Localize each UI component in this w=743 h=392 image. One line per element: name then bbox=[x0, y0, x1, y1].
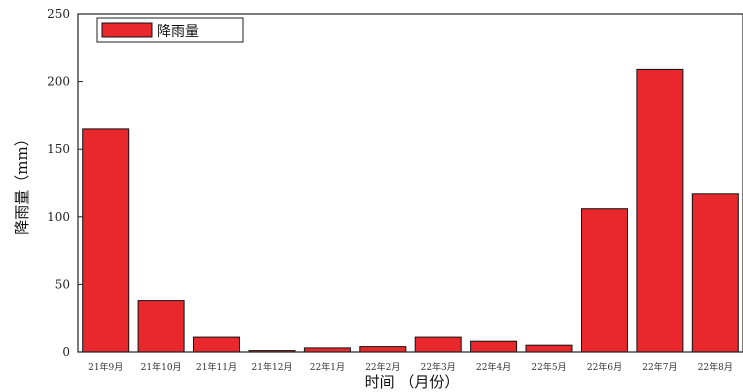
y-tick-label: 150 bbox=[47, 142, 70, 156]
x-tick-label: 22年5月 bbox=[531, 361, 566, 373]
x-tick-label: 22年7月 bbox=[642, 361, 677, 373]
y-tick-label: 0 bbox=[62, 345, 70, 359]
bar bbox=[581, 208, 628, 353]
bar bbox=[82, 128, 130, 353]
x-tick-label: 22年6月 bbox=[587, 361, 622, 373]
legend: 降雨量 bbox=[96, 17, 244, 43]
bar bbox=[137, 300, 185, 353]
plot-frame bbox=[77, 13, 743, 353]
bar bbox=[470, 340, 518, 353]
x-tick-label: 22年2月 bbox=[365, 361, 400, 373]
x-tick-label: 21年11月 bbox=[196, 361, 237, 373]
x-tick-label: 22年3月 bbox=[421, 361, 456, 373]
bar bbox=[691, 193, 739, 353]
y-tick-label: 100 bbox=[47, 210, 70, 224]
bar bbox=[193, 336, 240, 353]
x-tick-label: 22年4月 bbox=[476, 361, 511, 373]
x-axis-title: 时间 （月份） bbox=[365, 373, 460, 391]
legend-swatch bbox=[101, 22, 153, 38]
legend-label: 降雨量 bbox=[157, 24, 199, 40]
x-tick-label: 21年10月 bbox=[141, 361, 182, 373]
x-tick-label: 21年12月 bbox=[252, 361, 293, 373]
x-tick-label: 21年9月 bbox=[88, 361, 123, 373]
y-axis-title: 降雨量（mm） bbox=[13, 131, 31, 234]
bar bbox=[636, 68, 684, 353]
y-tick-label: 50 bbox=[55, 277, 70, 291]
bar bbox=[303, 347, 351, 353]
x-axis-ticks: 21年9月 21年10月 21年11月 21年12月 22年1月 22年2月 22年3月 22… bbox=[88, 361, 733, 373]
bar bbox=[359, 346, 407, 353]
y-axis-ticks: 0 50 100 150 200 250 bbox=[47, 7, 83, 359]
bar-group bbox=[82, 68, 739, 353]
x-tick-label: 22年8月 bbox=[698, 361, 733, 373]
y-tick-label: 200 bbox=[47, 75, 70, 89]
bar bbox=[525, 344, 573, 353]
y-tick-label: 250 bbox=[47, 7, 70, 21]
bar bbox=[414, 336, 462, 353]
x-tick-label: 22年1月 bbox=[310, 361, 345, 373]
